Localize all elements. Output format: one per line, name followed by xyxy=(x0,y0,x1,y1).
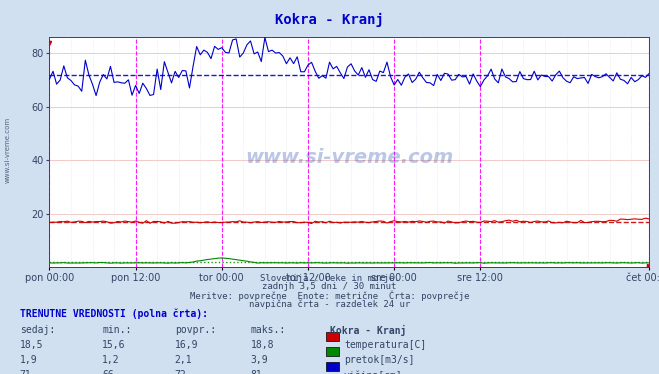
Text: zadnjh 3,5 dni / 30 minut: zadnjh 3,5 dni / 30 minut xyxy=(262,282,397,291)
Text: maks.:: maks.: xyxy=(250,325,285,335)
Text: 15,6: 15,6 xyxy=(102,340,126,350)
Text: 1,2: 1,2 xyxy=(102,355,120,365)
Text: 3,9: 3,9 xyxy=(250,355,268,365)
Text: 81: 81 xyxy=(250,370,262,374)
Text: pretok[m3/s]: pretok[m3/s] xyxy=(344,355,415,365)
Text: povpr.:: povpr.: xyxy=(175,325,215,335)
Text: 16,9: 16,9 xyxy=(175,340,198,350)
Text: 71: 71 xyxy=(20,370,32,374)
Text: min.:: min.: xyxy=(102,325,132,335)
Text: Kokra - Kranj: Kokra - Kranj xyxy=(275,13,384,27)
Text: 18,5: 18,5 xyxy=(20,340,43,350)
Text: 18,8: 18,8 xyxy=(250,340,274,350)
Text: 66: 66 xyxy=(102,370,114,374)
Text: 1,9: 1,9 xyxy=(20,355,38,365)
Text: www.si-vreme.com: www.si-vreme.com xyxy=(5,117,11,183)
Text: TRENUTNE VREDNOSTI (polna črta):: TRENUTNE VREDNOSTI (polna črta): xyxy=(20,309,208,319)
Text: 2,1: 2,1 xyxy=(175,355,192,365)
Text: višina[cm]: višina[cm] xyxy=(344,370,403,374)
Text: temperatura[C]: temperatura[C] xyxy=(344,340,426,350)
Text: Meritve: povprečne  Enote: metrične  Črta: povprečje: Meritve: povprečne Enote: metrične Črta:… xyxy=(190,291,469,301)
Text: navpična črta - razdelek 24 ur: navpična črta - razdelek 24 ur xyxy=(249,299,410,309)
Text: sedaj:: sedaj: xyxy=(20,325,55,335)
Text: Slovenija / reke in morje.: Slovenija / reke in morje. xyxy=(260,274,399,283)
Text: Kokra - Kranj: Kokra - Kranj xyxy=(330,325,406,336)
Text: www.si-vreme.com: www.si-vreme.com xyxy=(245,147,453,166)
Text: 72: 72 xyxy=(175,370,186,374)
